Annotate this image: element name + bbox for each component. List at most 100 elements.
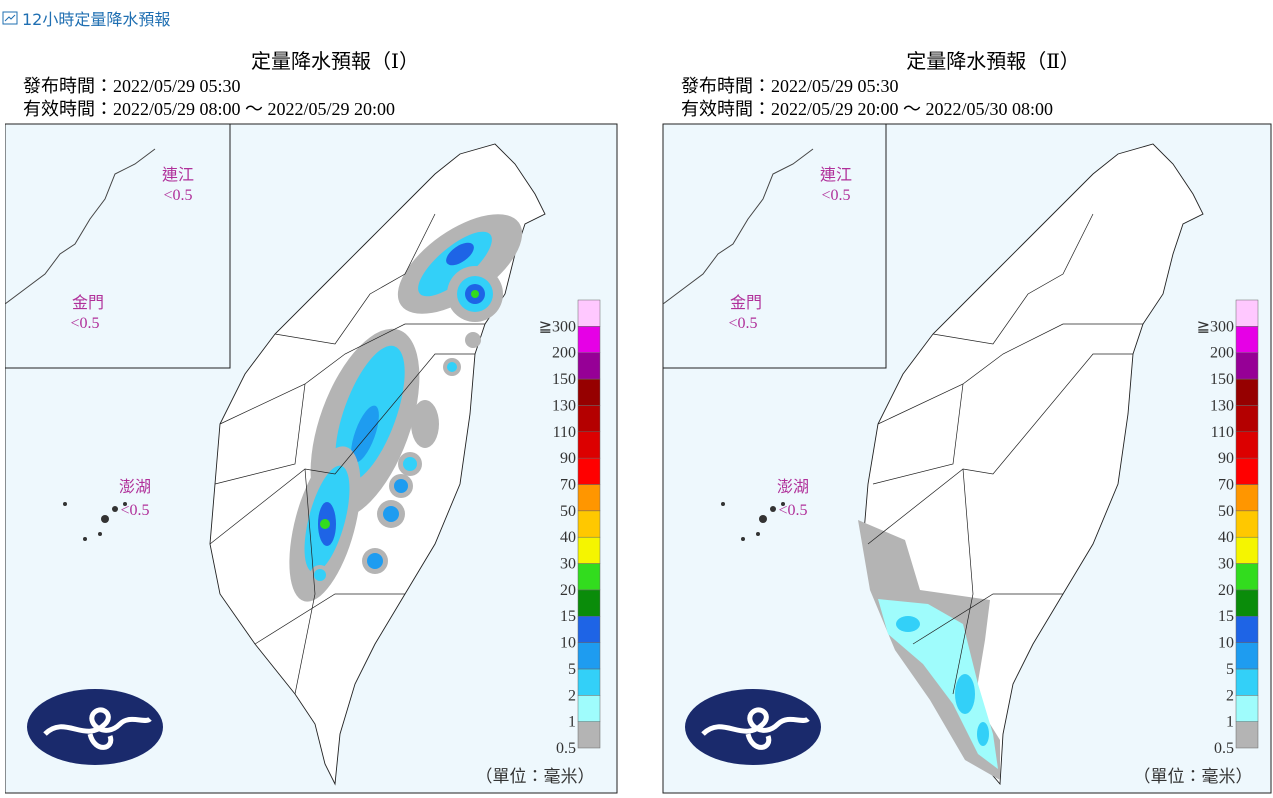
unit-label: （單位：毫米） [476, 767, 595, 786]
logo [685, 689, 821, 765]
legend-swatch [1235, 563, 1259, 591]
legend-label: 130 [1210, 397, 1234, 414]
place-value: <0.5 [120, 502, 149, 519]
legend-swatch [577, 510, 601, 538]
chart-icon [2, 11, 18, 25]
panel-title: 定量降水預報（Ⅱ） [906, 50, 1080, 73]
legend-swatch [577, 589, 601, 617]
place-name: 澎湖 [119, 478, 151, 496]
legend-swatch [577, 642, 601, 670]
legend-swatch [1235, 615, 1259, 643]
rain [858, 520, 1000, 780]
panel-title: 定量降水預報（Ⅰ） [251, 50, 419, 73]
legend-label: 0.5 [556, 740, 576, 757]
legend-label: 1 [1226, 714, 1234, 731]
place-name: 澎湖 [777, 478, 809, 496]
place-value: <0.5 [778, 502, 807, 519]
issued-time: 發布時間：2022/05/29 05:30 [681, 76, 899, 96]
place-name: 連江 [820, 166, 852, 184]
legend-label: ≧300 [1197, 318, 1234, 335]
legend-label: 40 [1218, 529, 1234, 546]
legend-label: 30 [1218, 556, 1234, 573]
inset-frame [5, 123, 231, 369]
legend-swatch [1235, 642, 1259, 670]
legend-label: 70 [1218, 476, 1234, 493]
county-borders [867, 213, 1143, 695]
forecast-panel: 連江 <0.5 金門 <0.5 澎湖 <0.5 0.5 1 2 5 10 15 20 30 40 50 70 90… [662, 50, 1272, 794]
legend-swatch [577, 721, 601, 749]
legend-label: 200 [552, 345, 576, 362]
legend-label: 30 [560, 556, 576, 573]
islands [721, 502, 785, 541]
legend-label: 90 [560, 450, 576, 467]
legend-swatch [577, 405, 601, 433]
legend-swatch [1235, 668, 1259, 696]
coastline [662, 148, 814, 305]
legend-swatch [1235, 299, 1259, 327]
legend-swatch [1235, 721, 1259, 749]
county-borders [209, 213, 485, 695]
legend-swatch [1235, 378, 1259, 406]
place-name: 連江 [162, 166, 194, 184]
legend-swatch [577, 695, 601, 722]
coastline [5, 148, 156, 305]
legend-label: 2 [1226, 687, 1234, 704]
legend-swatch [577, 326, 601, 353]
legend-swatch [577, 352, 601, 380]
legend-label: 15 [560, 608, 576, 625]
map: 連江 <0.5 金門 <0.5 澎湖 <0.5 0.5 1 2 5 10 15 20 30 40 50 70 90… [5, 123, 618, 794]
legend-label: 200 [1210, 345, 1234, 362]
legend-swatch [577, 536, 601, 564]
legend-swatch [577, 431, 601, 459]
legend-label: 5 [1226, 661, 1234, 678]
legend-swatch [577, 378, 601, 406]
legend-swatch [1235, 484, 1259, 512]
legend-swatch [1235, 431, 1259, 459]
logo [27, 689, 163, 765]
valid-time: 有效時間：2022/05/29 08:00 ～ 2022/05/29 20:00 [23, 99, 395, 119]
place-name: 金門 [730, 294, 762, 312]
legend-swatch [577, 299, 601, 327]
legend-label: 150 [552, 371, 576, 388]
legend-label: 5 [568, 661, 576, 678]
legend-swatch [1235, 510, 1259, 538]
legend-label: 1 [568, 714, 576, 731]
forecast-panel: 連江 <0.5 金門 <0.5 澎湖 <0.5 0.5 1 2 5 10 15 20 30 40 50 70 90… [5, 50, 618, 794]
header: 12小時定量降水預報 [2, 6, 170, 30]
legend-label: 90 [1218, 450, 1234, 467]
place-value: <0.5 [70, 315, 99, 332]
legend-swatch [1235, 352, 1259, 380]
legend-label: 150 [1210, 371, 1234, 388]
legend-label: 10 [560, 635, 576, 652]
valid-time: 有效時間：2022/05/29 20:00 ～ 2022/05/30 08:00 [681, 99, 1053, 119]
legend-swatch [1235, 695, 1259, 722]
legend-swatch [1235, 536, 1259, 564]
legend-label: 2 [568, 687, 576, 704]
legend-label: 20 [1218, 582, 1234, 599]
place-name: 金門 [72, 294, 104, 312]
legend-swatch [577, 615, 601, 643]
legend-label: 50 [560, 503, 576, 520]
unit-label: （單位：毫米） [1134, 767, 1253, 786]
legend-label: 0.5 [1214, 740, 1234, 757]
legend-label: ≧300 [539, 318, 576, 335]
legend-label: 15 [1218, 608, 1234, 625]
legend-label: 70 [560, 476, 576, 493]
legend-swatch [1235, 457, 1259, 485]
place-value: <0.5 [163, 187, 192, 204]
islands [63, 502, 127, 541]
legend-label: 130 [552, 397, 576, 414]
legend-label: 50 [1218, 503, 1234, 520]
legend-label: 110 [553, 424, 576, 441]
rain [289, 214, 523, 602]
legend-swatch [577, 484, 601, 512]
legend-label: 10 [1218, 635, 1234, 652]
legend-swatch [1235, 405, 1259, 433]
header-title: 12小時定量降水預報 [22, 10, 171, 29]
legend-label: 40 [560, 529, 576, 546]
legend-swatch [1235, 326, 1259, 353]
legend-label: 20 [560, 582, 576, 599]
issued-time: 發布時間：2022/05/29 05:30 [23, 76, 241, 96]
legend-swatch [577, 457, 601, 485]
